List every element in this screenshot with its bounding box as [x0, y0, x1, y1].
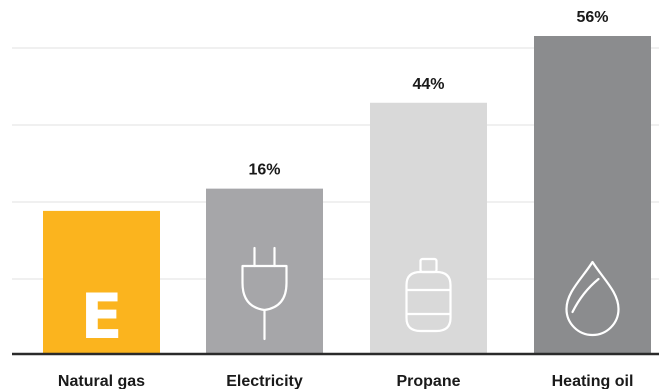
bars — [43, 36, 651, 354]
category-label-natural-gas: Natural gas — [58, 373, 145, 389]
bar-propane — [370, 102, 487, 354]
bar-natural-gas — [43, 210, 160, 354]
category-label-propane: Propane — [396, 373, 460, 389]
value-labels: 16% 44% 56% — [248, 9, 608, 179]
propane-tank-icon — [405, 257, 452, 333]
bar-icons: E — [80, 246, 620, 353]
value-label-propane: 44% — [412, 76, 444, 93]
value-label-heating-oil: 56% — [576, 9, 608, 26]
oil-drop-icon — [565, 260, 620, 337]
plug-icon — [241, 246, 288, 341]
category-labels: Natural gas Electricity Propane Heating oil — [58, 373, 633, 389]
letter-e-icon: E — [80, 280, 122, 353]
category-label-heating-oil: Heating oil — [552, 373, 634, 389]
bar-heating-oil — [534, 36, 651, 354]
category-label-electricity: Electricity — [226, 373, 303, 389]
svg-text:E: E — [80, 280, 122, 353]
value-label-electricity: 16% — [248, 162, 280, 179]
